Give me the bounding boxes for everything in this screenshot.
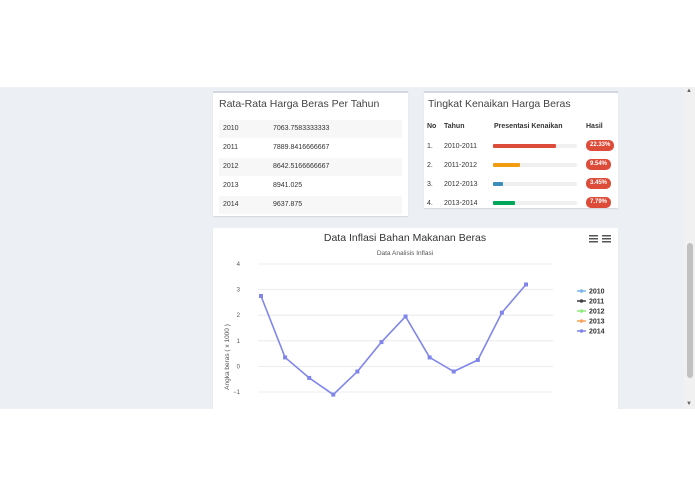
legend-label: 2013 xyxy=(589,319,605,326)
table-row: 1. 2010-2011 22.33% xyxy=(424,137,628,156)
progress-track xyxy=(493,144,577,148)
progress-fill xyxy=(493,163,520,167)
content-area: Rata-Rata Harga Beras Per Tahun 2010 7063… xyxy=(0,87,695,409)
price-increase-panel: Tingkat Kenaikan Harga Beras No Tahun Pr… xyxy=(424,91,618,208)
row-year: 2014 xyxy=(223,201,239,208)
row-value: 7063.7583333333 xyxy=(273,125,330,132)
legend-item-2011[interactable]: 2011 xyxy=(577,299,604,306)
y-tick-label: 3 xyxy=(237,288,241,294)
y-tick-label: 1 xyxy=(237,339,241,345)
table-row: 4. 2013-2014 7.79% xyxy=(424,194,628,213)
legend-marker xyxy=(579,319,584,323)
progress-fill xyxy=(493,201,515,205)
scroll-thumb[interactable] xyxy=(687,243,693,378)
header-hasil: Hasil xyxy=(586,123,603,130)
legend-marker xyxy=(579,329,584,333)
data-point[interactable] xyxy=(499,310,504,315)
chart-export-button[interactable] xyxy=(602,235,611,243)
y-tick-label: 2 xyxy=(237,313,241,319)
legend-marker xyxy=(579,299,584,303)
data-point[interactable] xyxy=(403,314,408,319)
table-row: 2014 9637.875 xyxy=(219,196,402,214)
y-tick-label: −1 xyxy=(233,390,241,396)
y-axis-label: Angka beras ( x 1000 ) xyxy=(224,324,231,390)
table-row: 2. 2011-2012 9.54% xyxy=(424,156,628,175)
inflation-chart-panel: Data Inflasi Bahan Makanan Beras Data An… xyxy=(213,228,618,409)
table-row: 3. 2012-2013 3.45% xyxy=(424,175,628,194)
legend-marker xyxy=(579,309,584,313)
hamburger-menu-icon xyxy=(602,235,611,243)
row-tahun: 2013-2014 xyxy=(444,200,478,207)
data-point[interactable] xyxy=(427,355,432,360)
data-point[interactable] xyxy=(355,369,360,374)
row-value: 9637.875 xyxy=(273,201,303,208)
legend-label: 2012 xyxy=(589,309,605,316)
legend-item-2012[interactable]: 2012 xyxy=(577,309,605,316)
percent-badge: 7.79% xyxy=(586,197,612,208)
data-point[interactable] xyxy=(475,358,480,362)
legend-label: 2010 xyxy=(589,289,605,296)
header-presentasi: Presentasi Kenaikan xyxy=(494,123,563,130)
row-tahun: 2011-2012 xyxy=(444,162,477,169)
progress-fill xyxy=(493,182,503,186)
row-value: 7889.8416666667 xyxy=(273,144,330,151)
chart-subtitle: Data Analisis Inflasi xyxy=(377,250,433,257)
row-no: 2. xyxy=(427,162,433,169)
chart-menu-button[interactable] xyxy=(589,235,598,243)
legend-item-2014[interactable]: 2014 xyxy=(577,329,605,336)
average-price-title: Rata-Rata Harga Beras Per Tahun xyxy=(219,98,380,110)
data-point[interactable] xyxy=(379,340,384,345)
progress-track xyxy=(493,182,577,186)
legend-marker xyxy=(579,289,584,293)
table-row: 2012 8642.5166666667 xyxy=(219,158,402,176)
table-row: 2013 8941.025 xyxy=(219,177,402,195)
y-tick-label: 4 xyxy=(237,262,241,268)
row-no: 3. xyxy=(427,181,433,188)
row-tahun: 2010-2011 xyxy=(444,143,477,150)
table-row: 2011 7889.8416666667 xyxy=(219,139,402,157)
percent-badge: 3.45% xyxy=(586,178,612,189)
chart-title: Data Inflasi Bahan Makanan Beras xyxy=(324,232,486,244)
progress-track xyxy=(493,163,577,167)
row-no: 4. xyxy=(427,200,433,207)
scroll-down-icon[interactable]: ▼ xyxy=(686,401,692,407)
legend-label: 2014 xyxy=(589,329,605,336)
row-no: 1. xyxy=(427,143,433,150)
percent-badge: 22.33% xyxy=(586,140,615,151)
legend-label: 2011 xyxy=(589,299,604,306)
price-increase-title: Tingkat Kenaikan Harga Beras xyxy=(428,98,571,110)
row-value: 8941.025 xyxy=(273,182,303,189)
data-point[interactable] xyxy=(524,282,528,287)
row-year: 2013 xyxy=(223,182,239,189)
data-point[interactable] xyxy=(259,294,263,298)
scroll-up-icon[interactable]: ▲ xyxy=(686,88,692,94)
header-tahun: Tahun xyxy=(444,123,465,130)
row-value: 8642.5166666667 xyxy=(273,163,330,170)
row-tahun: 2012-2013 xyxy=(444,181,478,188)
progress-track xyxy=(493,201,577,205)
y-tick-label: 0 xyxy=(237,364,241,370)
table-row: 2010 7063.7583333333 xyxy=(219,120,402,138)
legend-item-2013[interactable]: 2013 xyxy=(577,319,605,326)
row-year: 2011 xyxy=(223,144,239,151)
data-point[interactable] xyxy=(331,392,336,397)
inflation-chart: Data Inflasi Bahan Makanan Beras Data An… xyxy=(224,232,611,397)
hamburger-menu-icon xyxy=(589,235,598,243)
row-year: 2010 xyxy=(223,125,239,132)
percent-badge: 9.54% xyxy=(586,159,612,170)
legend-item-2010[interactable]: 2010 xyxy=(577,289,605,296)
data-point[interactable] xyxy=(307,375,312,380)
data-point[interactable] xyxy=(451,369,456,374)
page-scrollbar[interactable]: ▲ ▼ xyxy=(684,87,695,409)
series-line-2014[interactable] xyxy=(260,283,527,396)
data-point[interactable] xyxy=(283,355,288,360)
progress-fill xyxy=(493,144,556,148)
average-price-panel: Rata-Rata Harga Beras Per Tahun 2010 7063… xyxy=(213,91,408,216)
header-no: No xyxy=(427,123,437,130)
row-year: 2012 xyxy=(223,163,239,170)
